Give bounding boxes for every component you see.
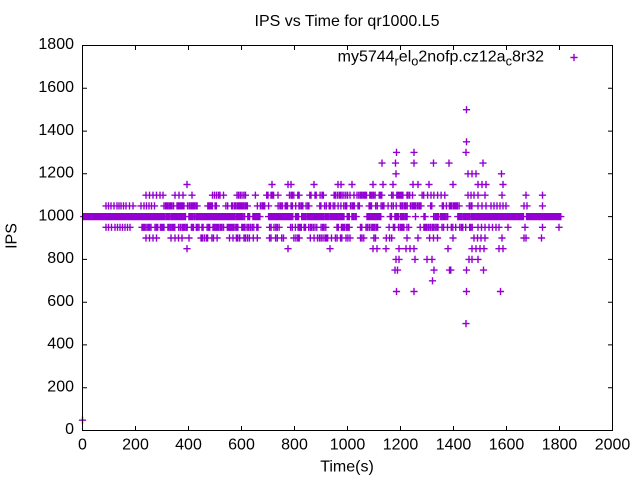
svg-text:Time(s): Time(s): [320, 459, 374, 476]
svg-text:600: 600: [228, 436, 255, 453]
svg-text:200: 200: [122, 436, 149, 453]
svg-text:1000: 1000: [330, 436, 366, 453]
svg-text:IPS: IPS: [4, 223, 21, 249]
svg-text:1000: 1000: [38, 207, 74, 224]
svg-text:800: 800: [47, 250, 74, 267]
svg-text:400: 400: [175, 436, 202, 453]
svg-text:200: 200: [47, 378, 74, 395]
svg-text:1800: 1800: [38, 36, 74, 53]
svg-text:2000: 2000: [595, 436, 631, 453]
svg-text:my5744relo2nofp.cz12ac8r32: my5744relo2nofp.cz12ac8r32: [338, 49, 544, 69]
svg-text:1200: 1200: [383, 436, 419, 453]
svg-text:1400: 1400: [38, 122, 74, 139]
svg-text:1400: 1400: [436, 436, 472, 453]
svg-text:IPS vs Time for qr1000.L5: IPS vs Time for qr1000.L5: [255, 13, 440, 30]
svg-text:1600: 1600: [489, 436, 525, 453]
svg-text:0: 0: [65, 421, 74, 438]
svg-text:400: 400: [47, 336, 74, 353]
svg-text:1800: 1800: [542, 436, 578, 453]
svg-text:800: 800: [281, 436, 308, 453]
svg-text:600: 600: [47, 293, 74, 310]
svg-text:0: 0: [78, 436, 87, 453]
svg-text:1200: 1200: [38, 165, 74, 182]
svg-text:1600: 1600: [38, 79, 74, 96]
